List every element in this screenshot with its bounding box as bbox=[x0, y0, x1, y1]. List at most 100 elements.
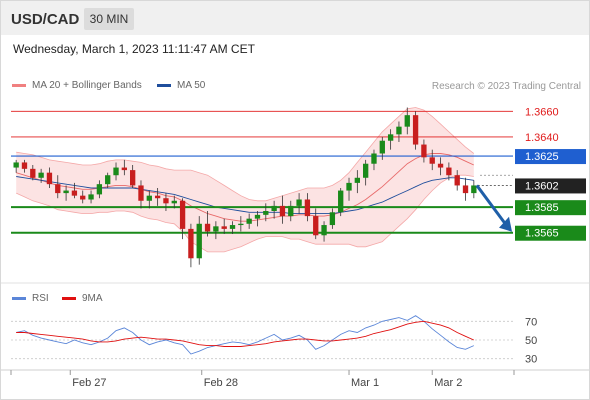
candle-body bbox=[421, 144, 427, 158]
rsi-series-9ma bbox=[16, 320, 474, 347]
candle-body bbox=[138, 185, 144, 201]
legend-rsi-ma: 9MA bbox=[62, 293, 103, 304]
candle-body bbox=[471, 185, 477, 194]
candle-body bbox=[171, 200, 177, 204]
rsi-series-rsi bbox=[16, 315, 474, 355]
candle-body bbox=[96, 184, 103, 195]
level-label-1.3602: 1.3602 bbox=[525, 180, 559, 192]
rsi-tick-label: 70 bbox=[525, 316, 537, 328]
candle-body bbox=[46, 172, 53, 185]
legend-swatch-ma50 bbox=[157, 83, 171, 87]
candle-body bbox=[71, 190, 78, 196]
candle-body bbox=[38, 172, 44, 178]
ma20-line bbox=[16, 153, 474, 222]
candle-body bbox=[329, 212, 336, 226]
candle-body bbox=[379, 140, 385, 154]
forecast-arrow-head bbox=[499, 216, 512, 232]
candle-body bbox=[271, 205, 277, 211]
bollinger-band-area bbox=[16, 107, 474, 252]
candle-body bbox=[113, 167, 119, 176]
candle-body bbox=[213, 226, 219, 232]
candle-body bbox=[154, 195, 161, 199]
level-label-1.3585: 1.3585 bbox=[525, 202, 559, 214]
candle-body bbox=[129, 170, 136, 186]
credit-text: Research © 2023 Trading Central bbox=[431, 81, 581, 92]
x-tick-label: Feb 27 bbox=[72, 377, 106, 389]
level-tag-1.3625 bbox=[515, 149, 586, 165]
candle-body bbox=[146, 195, 152, 201]
candle-body bbox=[196, 223, 202, 259]
candle-body bbox=[412, 115, 419, 145]
level-label-1.3565: 1.3565 bbox=[525, 228, 559, 240]
rsi-tick-label: 30 bbox=[525, 354, 537, 366]
candle-body bbox=[63, 190, 69, 194]
candle-body bbox=[362, 163, 369, 178]
candle-body bbox=[221, 226, 227, 229]
candle-body bbox=[304, 199, 311, 217]
candle-body bbox=[105, 175, 111, 185]
legend-ma50-label: MA 50 bbox=[177, 80, 206, 91]
legend-swatch-rsi bbox=[12, 296, 26, 300]
legend-rsi-label: RSI bbox=[32, 293, 49, 304]
ma50-line bbox=[16, 176, 474, 215]
candle-body bbox=[387, 134, 394, 141]
candle-body bbox=[462, 185, 469, 194]
level-tag-1.3565 bbox=[515, 225, 586, 241]
candle-body bbox=[13, 162, 19, 168]
timestamp: Wednesday, March 1, 2023 11:11:47 AM CET bbox=[13, 42, 255, 56]
candle-body bbox=[313, 216, 319, 236]
x-tick-label: Mar 1 bbox=[351, 377, 379, 389]
candle-body bbox=[321, 225, 327, 236]
chart-header: USD/CAD 30 MIN bbox=[1, 1, 589, 35]
candle-body bbox=[80, 195, 86, 200]
candle-body bbox=[188, 228, 194, 259]
level-label-1.3625: 1.3625 bbox=[525, 151, 559, 163]
legend-ma50: MA 50 bbox=[157, 80, 205, 91]
candle-body bbox=[396, 126, 402, 135]
candle-body bbox=[429, 157, 435, 164]
candle-body bbox=[371, 153, 377, 164]
symbol-label: USD/CAD bbox=[11, 11, 80, 28]
legend-bollinger-label: MA 20 + Bollinger Bands bbox=[32, 80, 142, 91]
candle-body bbox=[229, 225, 236, 229]
forecast-arrow-shaft bbox=[475, 184, 508, 226]
candle-body bbox=[30, 168, 36, 178]
rsi-tick-label: 50 bbox=[525, 335, 537, 347]
legend-swatch-bollinger bbox=[12, 83, 26, 87]
legend-swatch-rsi-ma bbox=[62, 296, 76, 300]
legend-rsi-ma-label: 9MA bbox=[82, 293, 103, 304]
legend-rsi: RSI bbox=[12, 293, 49, 304]
candle-body bbox=[288, 205, 294, 217]
candle-body bbox=[437, 163, 444, 168]
level-tag-1.3585 bbox=[515, 200, 586, 216]
timeframe-badge[interactable]: 30 MIN bbox=[84, 8, 134, 30]
candle-body bbox=[296, 199, 302, 206]
candle-body bbox=[204, 223, 211, 232]
candle-body bbox=[88, 194, 94, 200]
bollinger-upper-line bbox=[16, 107, 475, 202]
legend-bollinger: MA 20 + Bollinger Bands bbox=[12, 80, 142, 91]
level-label-1.3660: 1.3660 bbox=[525, 106, 559, 118]
level-label-1.3640: 1.3640 bbox=[525, 132, 559, 144]
candle-body bbox=[279, 205, 286, 217]
candle-body bbox=[246, 218, 252, 224]
x-tick-label: Feb 28 bbox=[204, 377, 238, 389]
candle-body bbox=[446, 167, 452, 176]
candle-body bbox=[454, 175, 460, 186]
candle-body bbox=[254, 214, 261, 219]
candle-body bbox=[179, 200, 186, 229]
bollinger-lower-line bbox=[16, 174, 474, 253]
candle-body bbox=[21, 162, 28, 169]
candle-body bbox=[55, 184, 61, 194]
candle-body bbox=[238, 223, 244, 226]
candle-body bbox=[354, 177, 361, 183]
candle-body bbox=[163, 198, 169, 204]
candle-body bbox=[121, 167, 128, 171]
candle-body bbox=[338, 190, 344, 213]
level-tag-1.3602 bbox=[515, 178, 586, 194]
candle-body bbox=[263, 211, 269, 215]
candle-body bbox=[346, 182, 352, 191]
x-tick-label: Mar 2 bbox=[434, 377, 462, 389]
candle-body bbox=[404, 115, 410, 127]
